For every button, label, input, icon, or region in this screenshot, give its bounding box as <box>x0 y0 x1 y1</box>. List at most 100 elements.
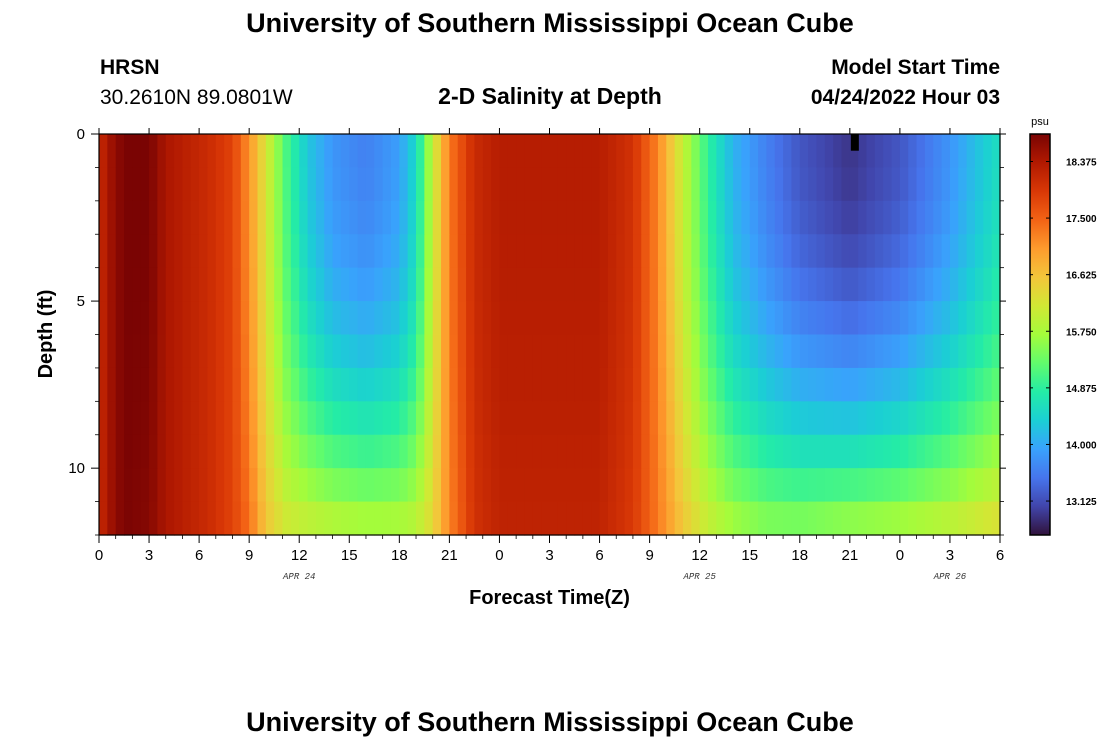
heatmap-cell <box>582 267 592 302</box>
heatmap-cell <box>983 401 993 436</box>
heatmap-cell <box>641 134 651 169</box>
heatmap-cell <box>499 367 509 402</box>
heatmap-cell <box>474 200 484 235</box>
heatmap-cell <box>916 134 926 169</box>
heatmap-cell <box>966 401 976 436</box>
heatmap-cell <box>124 501 133 536</box>
heatmap-cell <box>824 434 834 469</box>
heatmap-cell <box>424 234 434 269</box>
heatmap-cell <box>182 200 192 235</box>
heatmap-cell <box>649 200 659 235</box>
heatmap-cell <box>315 334 325 369</box>
heatmap-cell <box>649 234 659 269</box>
heatmap-cell <box>799 468 809 503</box>
heatmap-cell <box>657 334 667 369</box>
heatmap-cell <box>891 134 901 169</box>
heatmap-cell <box>733 468 742 503</box>
heatmap-cell <box>791 434 801 469</box>
heatmap-cell <box>157 134 167 169</box>
heatmap-cell <box>232 234 242 269</box>
heatmap-cell <box>632 301 642 336</box>
heatmap-cell <box>858 267 868 302</box>
heatmap-cell <box>649 267 659 302</box>
heatmap-cell <box>724 334 734 369</box>
heatmap-cell <box>766 334 776 369</box>
heatmap-cell <box>991 267 1001 302</box>
heatmap-cell <box>290 234 300 269</box>
heatmap-cell <box>399 367 409 402</box>
heatmap-cell <box>824 301 834 336</box>
heatmap-cell <box>958 367 968 402</box>
heatmap-cell <box>849 234 859 269</box>
heatmap-cell <box>416 401 425 436</box>
heatmap-cell <box>257 301 267 336</box>
heatmap-cell <box>482 401 492 436</box>
heatmap-cell <box>908 234 918 269</box>
heatmap-cell <box>482 501 492 536</box>
heatmap-cell <box>416 468 425 503</box>
heatmap-cell <box>841 434 851 469</box>
heatmap-cell <box>282 134 292 169</box>
heatmap-cell <box>491 367 501 402</box>
heatmap-cell <box>557 468 567 503</box>
heatmap-cell <box>983 434 993 469</box>
heatmap-cell <box>716 468 726 503</box>
heatmap-cell <box>724 267 734 302</box>
heatmap-cell <box>699 501 709 536</box>
heatmap-cell <box>749 334 759 369</box>
heatmap-cell <box>215 134 225 169</box>
heatmap-cell <box>357 267 367 302</box>
heatmap-cell <box>399 301 409 336</box>
heatmap-cell <box>140 367 150 402</box>
heatmap-cell <box>174 167 184 202</box>
heatmap-cell <box>315 501 325 536</box>
heatmap-cell <box>499 501 509 536</box>
heatmap-cell <box>416 267 425 302</box>
heatmap-cell <box>924 134 934 169</box>
heatmap-cell <box>557 367 567 402</box>
heatmap-cell <box>374 434 384 469</box>
heatmap-cell <box>257 134 267 169</box>
heatmap-cell <box>449 267 459 302</box>
heatmap-cell <box>257 434 267 469</box>
heatmap-cell <box>349 267 359 302</box>
footer-title: University of Southern Mississippi Ocean… <box>246 707 854 737</box>
heatmap-cell <box>340 468 350 503</box>
heatmap-cell <box>649 367 659 402</box>
heatmap-cell <box>199 334 209 369</box>
heatmap-cell <box>182 401 192 436</box>
heatmap-cell <box>315 301 325 336</box>
x-tick-label: 0 <box>896 547 904 564</box>
heatmap-cell <box>708 334 717 369</box>
heatmap-cell <box>649 134 659 169</box>
heatmap-cell <box>357 501 367 536</box>
heatmap-cell <box>916 367 926 402</box>
heatmap-cell <box>616 200 626 235</box>
heatmap-cell <box>99 267 108 302</box>
heatmap-cell <box>716 501 726 536</box>
page-title: University of Southern Mississippi Ocean… <box>246 8 854 38</box>
heatmap-cell <box>983 200 993 235</box>
heatmap-cell <box>591 301 601 336</box>
heatmap-cell <box>107 501 117 536</box>
heatmap-cell <box>874 367 884 402</box>
heatmap-cell <box>641 434 651 469</box>
heatmap-cell <box>441 200 450 235</box>
heatmap-cell <box>215 501 225 536</box>
heatmap-cell <box>941 334 951 369</box>
heatmap-cell <box>299 301 309 336</box>
heatmap-cell <box>516 468 526 503</box>
heatmap-cell <box>924 234 934 269</box>
heatmap-cell <box>149 267 158 302</box>
heatmap-cell <box>599 167 609 202</box>
heatmap-cell <box>149 167 158 202</box>
heatmap-cell <box>190 167 200 202</box>
heatmap-cell <box>307 134 317 169</box>
heatmap-cell <box>124 134 133 169</box>
heatmap-cell <box>758 334 767 369</box>
heatmap-cell <box>966 134 976 169</box>
heatmap-cell <box>699 267 709 302</box>
heatmap-cell <box>399 267 409 302</box>
heatmap-cell <box>332 334 342 369</box>
heatmap-cell <box>282 468 292 503</box>
